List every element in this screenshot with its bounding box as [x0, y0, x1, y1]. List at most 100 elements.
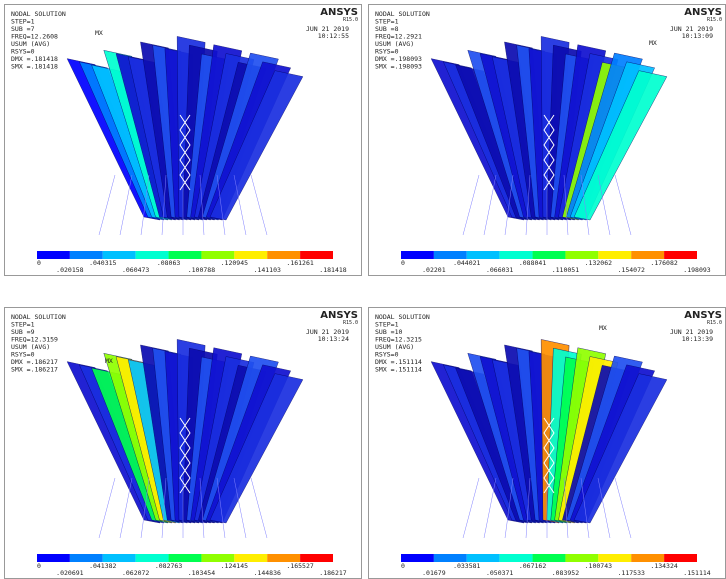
version: R15.0	[343, 320, 358, 326]
legend-label: .060473	[122, 266, 149, 274]
max-marker: MX	[649, 39, 657, 47]
legend-label: .165527	[286, 562, 313, 570]
figure: NODAL SOLUTIONSTEP=1SUB =7FREQ=12.2608US…	[0, 0, 726, 579]
legend-swatch	[169, 251, 202, 259]
time: 10:13:09	[682, 32, 713, 40]
legend-label: .110051	[552, 266, 579, 274]
legend-swatch	[103, 251, 136, 259]
support-line	[99, 478, 115, 538]
legend-label: .040315	[89, 259, 116, 267]
legend-swatch	[434, 251, 467, 259]
legend-label: .08063	[157, 259, 181, 267]
legend-label: .103454	[188, 569, 215, 577]
legend-label: .161261	[286, 259, 313, 267]
legend-label: .050371	[486, 569, 513, 577]
legend-label: .020158	[56, 266, 83, 274]
header-line: SMX =.181418	[11, 63, 58, 71]
legend-swatch	[37, 251, 70, 259]
support-line	[463, 175, 479, 235]
legend-swatch	[70, 554, 103, 562]
legend-swatch	[169, 554, 202, 562]
support-line	[615, 478, 631, 538]
time: 10:13:39	[682, 335, 713, 343]
model	[67, 339, 303, 538]
legend-label: .124145	[221, 562, 248, 570]
legend-label: .120945	[221, 259, 248, 267]
legend-swatch	[267, 251, 300, 259]
legend-label: .117533	[618, 569, 645, 577]
result-panel: NODAL SOLUTIONSTEP=1SUB =8FREQ=12.2921US…	[368, 4, 726, 276]
legend-swatch	[500, 554, 533, 562]
legend-swatch	[267, 554, 300, 562]
legend-swatch	[103, 554, 136, 562]
legend-label: .062072	[122, 569, 149, 577]
legend-label: .020691	[56, 569, 83, 577]
header-line: SMX =.151114	[375, 366, 422, 374]
version: R15.0	[343, 17, 358, 23]
support-line	[484, 478, 496, 538]
legend-swatch	[664, 251, 697, 259]
model	[431, 36, 667, 235]
legend-label: .082763	[155, 562, 182, 570]
legend-label: .088041	[519, 259, 546, 267]
legend-label: .041382	[89, 562, 116, 570]
max-marker: MX	[105, 357, 113, 365]
legend-swatch	[533, 251, 566, 259]
legend-swatch	[300, 554, 333, 562]
legend-label: .044021	[453, 259, 480, 267]
legend-label: .181418	[319, 266, 346, 274]
model	[67, 36, 303, 235]
legend-swatch	[201, 554, 234, 562]
legend-swatch	[533, 554, 566, 562]
legend-swatch	[201, 251, 234, 259]
legend-swatch	[598, 251, 631, 259]
legend-label: .198093	[683, 266, 710, 274]
version: R15.0	[707, 17, 722, 23]
legend-swatch	[234, 251, 267, 259]
legend-label: .100788	[188, 266, 215, 274]
legend-swatch	[37, 554, 70, 562]
model	[431, 339, 667, 538]
support-line	[120, 478, 132, 538]
legend-label: .134324	[650, 562, 677, 570]
legend-label: 0	[401, 562, 405, 570]
support-line	[251, 478, 267, 538]
legend-swatch	[136, 554, 169, 562]
max-marker: MX	[599, 324, 607, 332]
legend-swatch	[300, 251, 333, 259]
legend-label: 0	[37, 259, 41, 267]
support-line	[484, 175, 496, 235]
legend-label: .067162	[519, 562, 546, 570]
legend-swatch	[434, 554, 467, 562]
legend-label: .02201	[422, 266, 446, 274]
support-line	[99, 175, 115, 235]
time: 10:12:55	[318, 32, 349, 40]
legend-swatch	[467, 554, 500, 562]
support-line	[251, 175, 267, 235]
support-line	[463, 478, 479, 538]
legend-label: .066031	[486, 266, 513, 274]
legend-swatch	[598, 554, 631, 562]
legend-label: .132062	[585, 259, 612, 267]
legend-label: 0	[37, 562, 41, 570]
legend-swatch	[664, 554, 697, 562]
legend-label: 0	[401, 259, 405, 267]
legend-label: .01679	[422, 569, 446, 577]
header-line: SMX =.186217	[11, 366, 58, 374]
legend-swatch	[631, 251, 664, 259]
legend-swatch	[631, 554, 664, 562]
legend-label: .083952	[552, 569, 579, 577]
legend-label: .033581	[453, 562, 480, 570]
legend-label: .151114	[683, 569, 710, 577]
legend-swatch	[401, 554, 434, 562]
legend-label: .176082	[650, 259, 677, 267]
support-line	[120, 175, 132, 235]
max-marker: MX	[95, 29, 103, 37]
time: 10:13:24	[318, 335, 349, 343]
legend-swatch	[565, 554, 598, 562]
legend-label: .186217	[319, 569, 346, 577]
legend-swatch	[234, 554, 267, 562]
legend-swatch	[136, 251, 169, 259]
